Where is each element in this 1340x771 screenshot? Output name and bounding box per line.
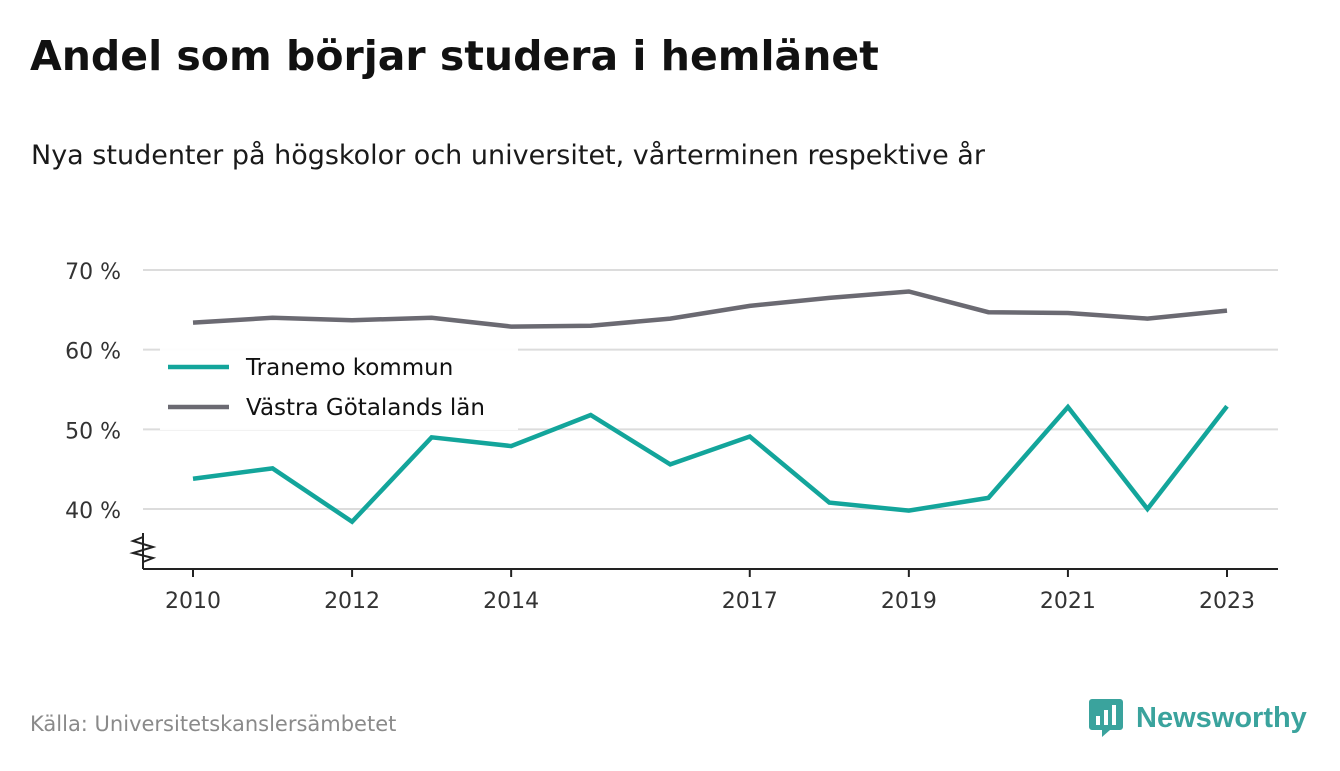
series-line-västra-götalands-län	[192, 289, 1228, 329]
y-tick-label: 60 %	[65, 340, 121, 365]
brand-logo: Newsworthy	[1088, 697, 1307, 739]
y-tick-label: 70 %	[65, 260, 121, 285]
series-lines	[192, 289, 1229, 525]
x-tick-label: 2017	[722, 589, 778, 614]
axis-break-icon	[129, 536, 157, 563]
x-tick-label: 2023	[1199, 589, 1255, 614]
chart-title: Andel som börjar studera i hemlänet	[30, 32, 879, 80]
series-line-tranemo-kommun	[192, 403, 1229, 525]
legend-label: Västra Götalands län	[246, 395, 485, 421]
x-tick-label: 2010	[165, 589, 221, 614]
legend-background	[160, 348, 518, 430]
y-tick-label: 40 %	[65, 499, 121, 524]
x-tick-label: 2021	[1040, 589, 1096, 614]
x-tick-label: 2014	[483, 589, 539, 614]
x-tick-label: 2012	[324, 589, 380, 614]
y-axis-tick-labels: 40 % 50 % 60 % 70 %	[65, 260, 121, 524]
y-tick-label: 50 %	[65, 419, 121, 444]
axes	[129, 533, 1278, 570]
legend-label: Tranemo kommun	[245, 355, 453, 381]
brand-name: Newsworthy	[1136, 701, 1307, 734]
source-note: Källa: Universitetskanslersämbetet	[30, 712, 397, 736]
x-tick-label: 2019	[881, 589, 937, 614]
newsworthy-logo-icon	[1089, 699, 1123, 737]
chart-subtitle: Nya studenter på högskolor och universit…	[31, 140, 985, 171]
legend: Tranemo kommun Västra Götalands län	[160, 348, 518, 430]
x-axis-tick-labels: 2010 2012 2014 2017 2019 2021 2023	[165, 569, 1255, 614]
